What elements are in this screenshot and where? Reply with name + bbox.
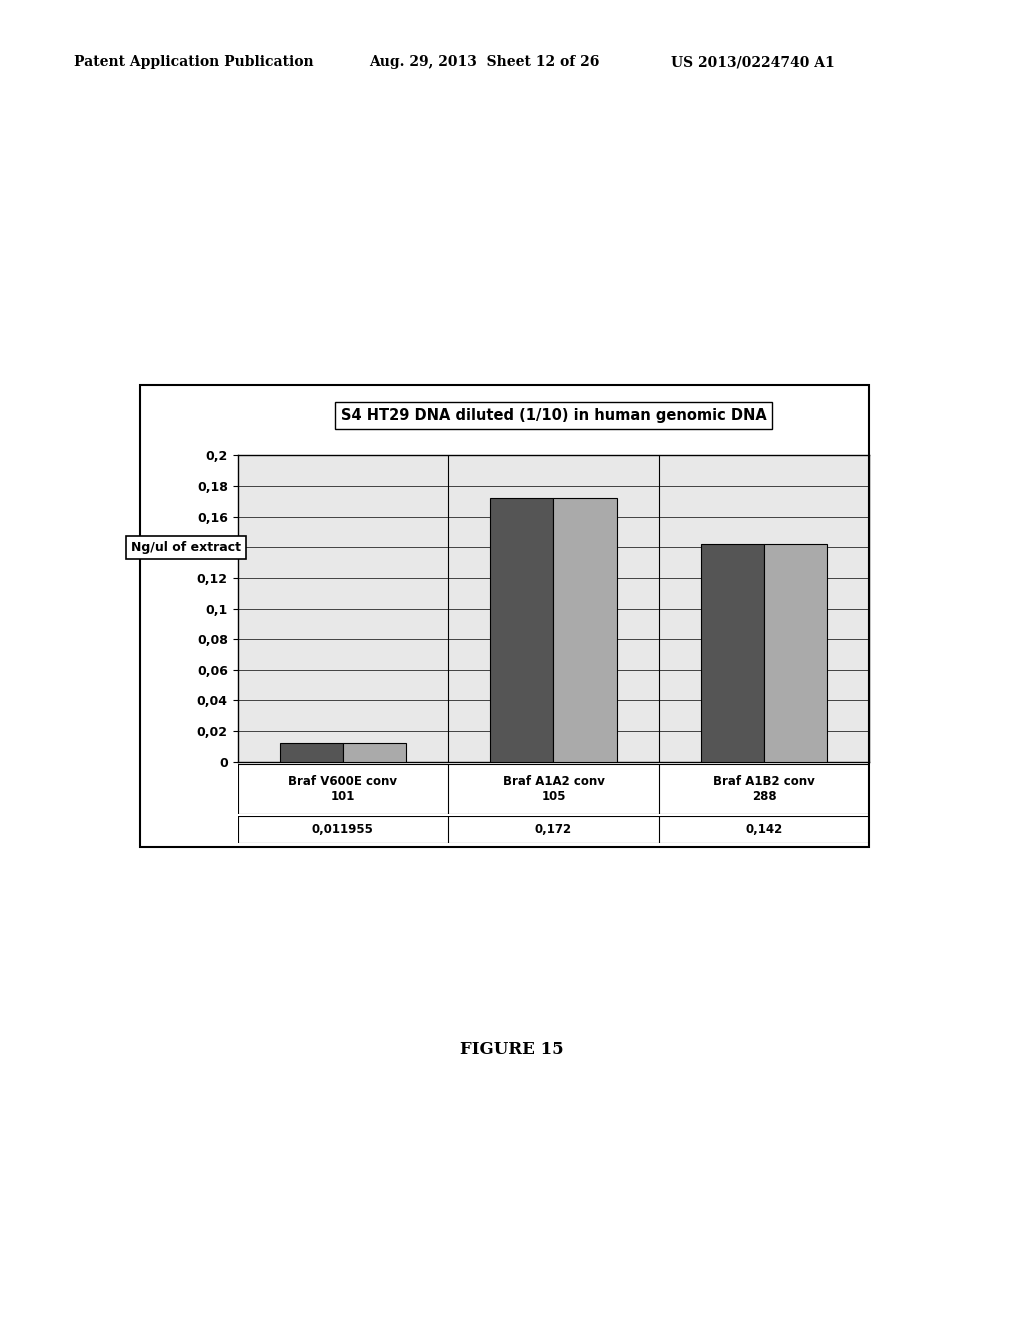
- Bar: [490, 498, 553, 762]
- Text: Braf A1B2 conv
288: Braf A1B2 conv 288: [713, 775, 815, 804]
- Bar: [700, 544, 764, 762]
- Text: S4 HT29 DNA diluted (1/10) in human genomic DNA: S4 HT29 DNA diluted (1/10) in human geno…: [341, 408, 766, 424]
- Text: Braf V600E conv
101: Braf V600E conv 101: [289, 775, 397, 804]
- Text: 0,011955: 0,011955: [312, 824, 374, 836]
- Text: Patent Application Publication: Patent Application Publication: [74, 55, 313, 70]
- Bar: [553, 498, 616, 762]
- Text: Braf A1A2 conv
105: Braf A1A2 conv 105: [503, 775, 604, 804]
- Text: Ng/ul of extract: Ng/ul of extract: [131, 541, 242, 554]
- Text: Aug. 29, 2013  Sheet 12 of 26: Aug. 29, 2013 Sheet 12 of 26: [369, 55, 599, 70]
- Bar: [343, 743, 407, 762]
- Text: US 2013/0224740 A1: US 2013/0224740 A1: [671, 55, 835, 70]
- Bar: [280, 743, 343, 762]
- Text: 0,172: 0,172: [535, 824, 572, 836]
- Bar: [764, 544, 827, 762]
- Text: 0,142: 0,142: [745, 824, 782, 836]
- Text: FIGURE 15: FIGURE 15: [460, 1041, 564, 1057]
